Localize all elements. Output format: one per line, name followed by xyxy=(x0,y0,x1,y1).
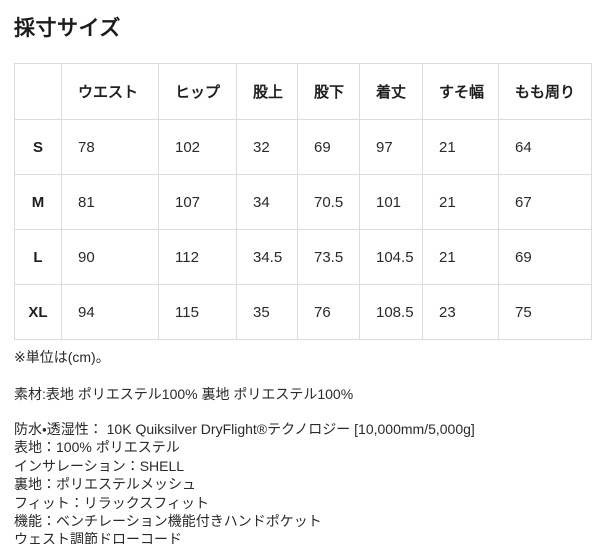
measurement-cell: 35 xyxy=(236,284,298,340)
column-header-hem-width: すそ幅 xyxy=(422,63,499,120)
measurement-cell: 78 xyxy=(61,119,159,175)
measurement-cell: 107 xyxy=(158,174,237,230)
spec-line-lining: 裏地：ポリエステルメッシュ xyxy=(14,476,196,493)
measurement-cell: 67 xyxy=(498,174,592,230)
size-label: M xyxy=(14,174,62,230)
spec-line-waterproof: 防水・透湿性： 10K Quiksilver DryFlight®テクノロジー … xyxy=(14,421,475,437)
size-label: XL xyxy=(14,284,62,340)
column-header-inseam: 股下 xyxy=(297,63,360,120)
spec-line-drawcord: ウェスト調節ドローコード xyxy=(14,531,182,544)
spec-line-features: 機能：ベンチレーション機能付きハンドポケット xyxy=(14,513,322,530)
measurement-cell: 64 xyxy=(498,119,592,175)
table-row-l: L 90 112 34.5 73.5 104.5 21 69 xyxy=(14,229,592,285)
spec-line-fit: フィット：リラックスフィット xyxy=(14,494,210,511)
measurement-cell: 94 xyxy=(61,284,159,340)
size-label: L xyxy=(14,229,62,285)
column-header-size xyxy=(14,63,62,120)
measurement-cell: 75 xyxy=(498,284,592,340)
measurement-cell: 102 xyxy=(158,119,237,175)
measurement-cell: 70.5 xyxy=(297,174,360,230)
measurement-cell: 104.5 xyxy=(359,229,423,285)
measurement-cell: 108.5 xyxy=(359,284,423,340)
column-header-waist: ウエスト xyxy=(61,63,159,120)
table-row-s: S 78 102 32 69 97 21 64 xyxy=(14,119,592,175)
spec-block: 防水・透湿性： 10K Quiksilver DryFlight®テクノロジー … xyxy=(14,420,590,544)
measurement-cell: 73.5 xyxy=(297,229,360,285)
measurement-cell: 34.5 xyxy=(236,229,298,285)
table-row-m: M 81 107 34 70.5 101 21 67 xyxy=(14,174,592,230)
material-line: 素材:表地 ポリエステル100% 裏地 ポリエステル100% xyxy=(14,386,354,402)
measurement-cell: 21 xyxy=(422,229,499,285)
measurement-cell: 112 xyxy=(158,229,237,285)
measurement-cell: 69 xyxy=(297,119,360,175)
table-row-xl: XL 94 115 35 76 108.5 23 75 xyxy=(14,284,592,340)
spec-line-shell-fabric: 表地：100% ポリエステル xyxy=(14,439,180,456)
measurement-cell: 97 xyxy=(359,119,423,175)
measurement-cell: 115 xyxy=(158,284,237,340)
page-title: 採寸サイズ xyxy=(14,17,121,40)
measurement-cell: 21 xyxy=(422,174,499,230)
table-header-row: ウエスト ヒップ 股上 股下 着丈 すそ幅 もも周り xyxy=(14,63,592,120)
measurement-cell: 69 xyxy=(498,229,592,285)
measurement-cell: 23 xyxy=(422,284,499,340)
measurement-cell: 34 xyxy=(236,174,298,230)
spec-line-insulation: インサレーション：SHELL xyxy=(14,457,185,474)
column-header-thigh: もも周り xyxy=(498,63,592,120)
measurement-cell: 76 xyxy=(297,284,360,340)
measurement-cell: 81 xyxy=(61,174,159,230)
size-table: ウエスト ヒップ 股上 股下 着丈 すそ幅 もも周り S 78 102 32 6… xyxy=(14,63,592,340)
column-header-length: 着丈 xyxy=(359,63,423,120)
size-label: S xyxy=(14,119,62,175)
measurement-cell: 90 xyxy=(61,229,159,285)
measurement-cell: 32 xyxy=(236,119,298,175)
unit-note: ※単位は(cm)。 xyxy=(14,349,110,365)
column-header-hip: ヒップ xyxy=(158,63,237,120)
column-header-rise: 股上 xyxy=(236,63,298,120)
measurement-cell: 21 xyxy=(422,119,499,175)
measurement-cell: 101 xyxy=(359,174,423,230)
